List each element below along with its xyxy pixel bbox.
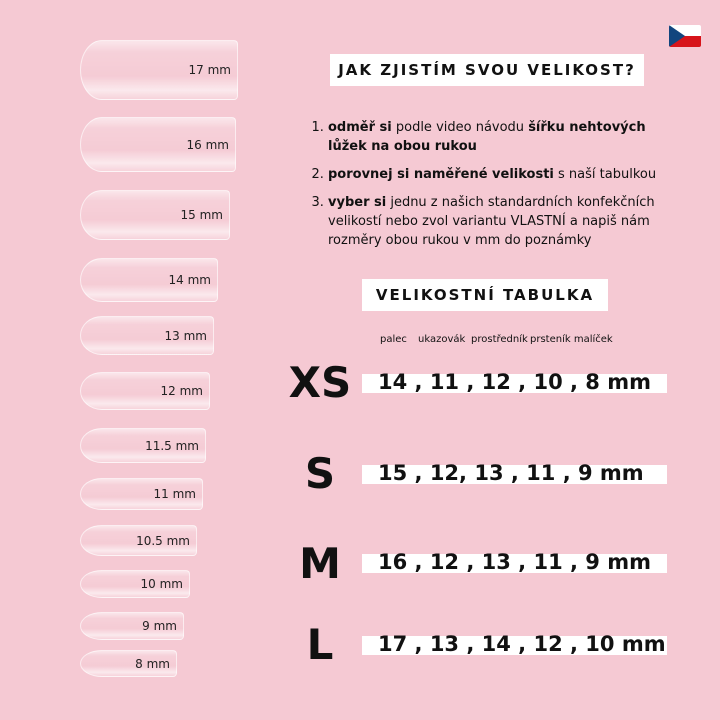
nail-tip: 8 mm [80,650,177,677]
nail-tip: 10 mm [80,570,190,598]
finger-label: palec [380,334,407,345]
size-values: 16 , 12 , 13 , 11 , 9 mm [378,550,651,574]
size-values-bar: 14 , 11 , 12 , 10 , 8 mm [362,370,667,394]
nail-size-label: 17 mm [188,63,231,77]
czech-flag-icon [669,25,701,47]
nail-size-label: 12 mm [160,384,203,398]
table-title: VELIKOSTNÍ TABULKA [362,279,608,311]
page-title: JAK ZJISTÍM SVOU VELIKOST? [330,54,644,86]
nail-tip: 11.5 mm [80,428,206,463]
nail-tip: 11 mm [80,478,203,510]
finger-label: ukazovák [418,334,466,345]
nail-size-label: 16 mm [186,137,229,152]
finger-label: prostředník [471,334,528,345]
size-label: M [299,539,341,588]
nail-tip: 9 mm [80,612,184,640]
nail-size-label: 9 mm [142,619,177,633]
size-values-bar: 15 , 12, 13 , 11 , 9 mm [362,461,667,485]
nail-tip: 14 mm [80,258,218,302]
nail-tip: 15 mm [80,190,230,240]
size-values: 14 , 11 , 12 , 10 , 8 mm [378,370,651,394]
step: vyber si jednu z našich standardních kon… [328,193,682,250]
instructions-list: odměř si podle video návodu šířku nehtov… [312,118,682,259]
nail-size-label: 8 mm [135,656,170,671]
nail-size-label: 13 mm [164,328,207,343]
nail-tip: 13 mm [80,316,214,355]
size-values-bar: 16 , 12 , 13 , 11 , 9 mm [362,550,667,574]
size-label: S [304,449,336,498]
nail-size-label: 11 mm [153,487,196,501]
nail-size-label: 10 mm [140,577,183,591]
step: porovnej si naměřené velikosti s naší ta… [328,165,682,184]
size-label: L [306,620,334,669]
nail-tip: 16 mm [80,117,236,172]
nail-tip: 12 mm [80,372,210,410]
step: odměř si podle video návodu šířku nehtov… [328,118,682,156]
nail-tip: 10.5 mm [80,525,197,556]
size-values: 15 , 12, 13 , 11 , 9 mm [378,461,644,485]
nail-tip: 17 mm [80,40,238,100]
nail-size-label: 15 mm [180,208,223,222]
nail-size-label: 11.5 mm [145,438,199,453]
nail-size-label: 14 mm [168,273,211,287]
size-values: 17 , 13 , 14 , 12 , 10 mm [378,632,666,656]
size-label: XS [288,358,352,407]
finger-label: prsteník malíček [530,334,613,345]
nail-size-label: 10.5 mm [136,533,190,548]
size-values-bar: 17 , 13 , 14 , 12 , 10 mm [362,632,667,656]
